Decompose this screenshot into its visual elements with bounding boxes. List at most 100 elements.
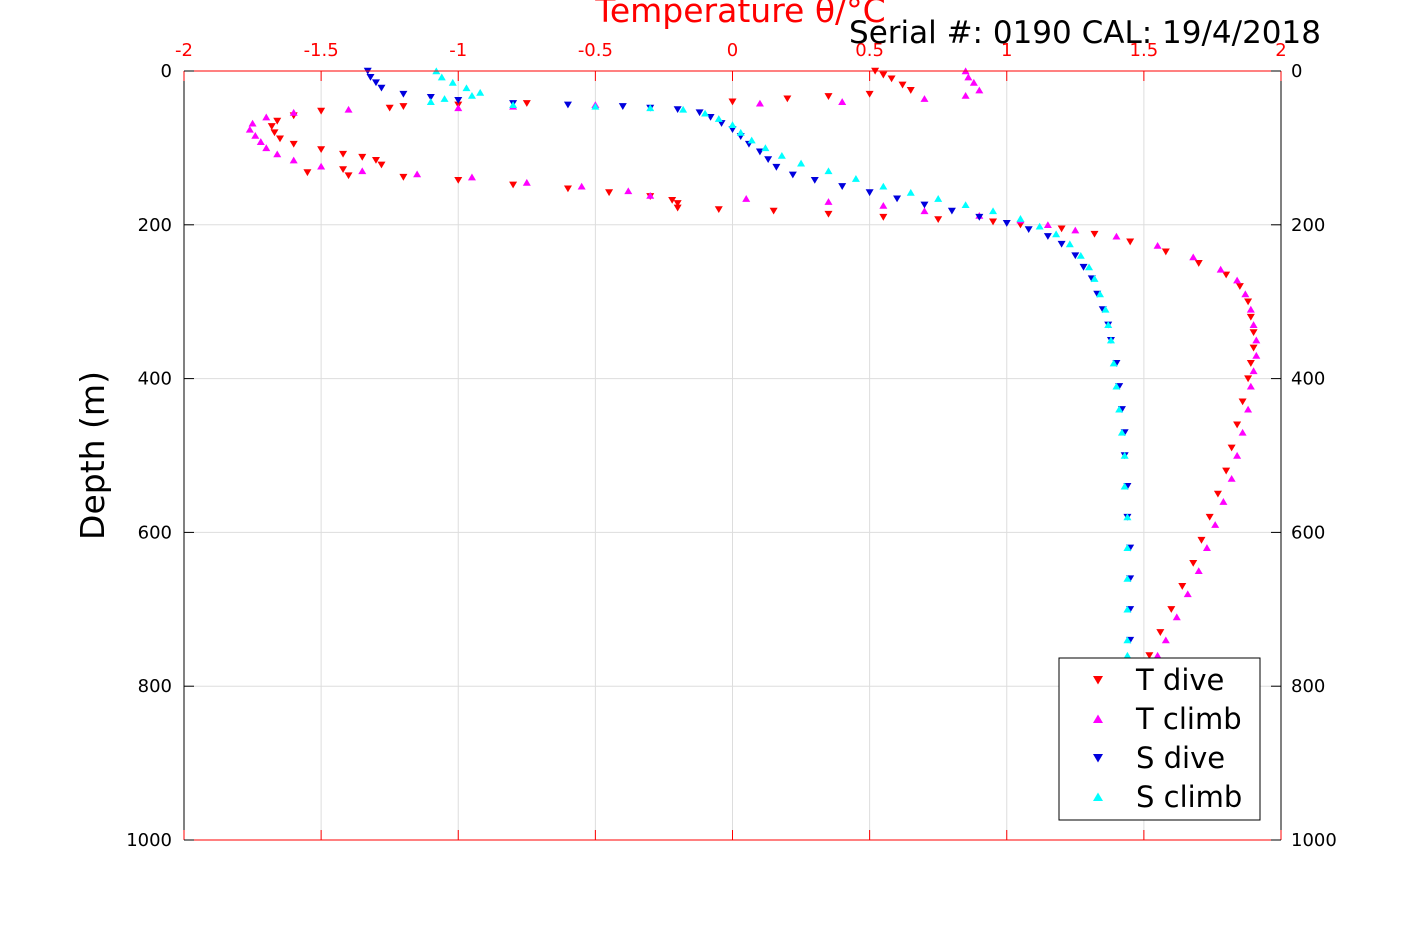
data-point [1057,240,1066,248]
data-point [906,188,915,196]
data-point [1249,321,1258,328]
data-point [1219,498,1228,505]
data-point [1235,283,1244,290]
data-point [454,104,463,112]
data-point [1244,405,1253,413]
data-point [1213,490,1222,498]
y-tick-label-right: 800 [1291,676,1325,697]
data-point [1112,232,1121,240]
x-tick-label: -1.5 [304,40,339,61]
data-point [366,73,375,81]
data-points [245,67,1261,667]
legend-label: T dive [1135,663,1224,697]
data-point [906,87,915,94]
data-point [371,79,380,87]
y-tick-label: 400 [138,369,172,390]
data-point [1035,222,1044,230]
data-point [1095,290,1104,298]
chart-title: Serial #: 0190 CAL: 19/4/2018 [849,15,1321,51]
data-point [879,213,888,221]
x-tick-label: -1 [449,40,467,61]
data-point [426,93,435,101]
data-point [772,163,781,171]
data-point [454,176,463,184]
data-point [824,167,833,175]
data-point [824,198,833,205]
data-point [344,105,353,113]
data-point [747,136,756,144]
data-point [1189,253,1198,261]
legend: T dive T climb S dive S climb [1058,657,1261,821]
data-point [1233,451,1242,459]
data-point [618,103,627,110]
data-point [1123,513,1132,521]
data-point [1161,636,1170,644]
x-tick-label: -2 [175,40,193,61]
data-point [1246,313,1255,321]
data-point [989,218,998,226]
legend-label: T climb [1135,702,1242,736]
data-point [1197,536,1206,544]
y-tick-label-right: 600 [1291,522,1325,543]
y-tick-label-right: 1000 [1291,830,1337,851]
x-axis-label: Temperature θ/°C [594,0,885,30]
data-point [810,176,819,184]
data-point [1249,329,1258,337]
data-point [1123,574,1132,582]
data-point [1123,544,1132,551]
data-point [679,105,688,113]
data-point [1079,263,1088,271]
data-point [742,195,751,202]
data-point [273,150,282,158]
data-point [824,210,833,218]
data-point [385,104,394,112]
data-point [898,81,907,89]
data-point [964,73,973,81]
data-point [1244,298,1253,306]
data-point [673,106,682,114]
data-point [947,207,956,215]
legend-marker [1093,792,1103,801]
data-point [248,119,257,127]
data-point [467,173,476,181]
data-point [399,103,408,110]
x-tick-label: -0.5 [578,40,613,61]
data-point [865,189,874,197]
data-point [1249,367,1258,375]
y-tick-label-right: 400 [1291,369,1325,390]
data-point [865,90,874,98]
data-point [1145,652,1154,660]
data-point [1167,606,1176,613]
data-point [1222,271,1231,279]
data-point [358,153,367,161]
data-point [1246,305,1255,313]
data-point [245,125,254,133]
data-point [879,71,888,79]
data-point [755,99,764,107]
data-point [783,95,792,103]
data-point [454,97,463,104]
data-point [448,78,457,86]
data-point [399,173,408,181]
x-tick-label: 2 [1275,40,1286,61]
data-point [267,123,276,130]
data-point [522,178,531,186]
data-point [695,109,704,117]
data-point [646,191,655,199]
data-point [1227,474,1236,482]
series-s-climb [426,67,1132,659]
data-point [714,206,723,214]
data-point [317,146,326,154]
data-point [797,159,806,167]
data-point [1205,513,1214,521]
data-point [317,107,326,115]
data-point [1090,230,1099,238]
data-point [624,187,633,195]
data-point [467,92,476,99]
data-point [646,104,655,112]
data-point [1057,225,1066,233]
data-point [1153,651,1162,659]
y-tick-label: 800 [138,676,172,697]
y-tick-label-right: 200 [1291,215,1325,236]
